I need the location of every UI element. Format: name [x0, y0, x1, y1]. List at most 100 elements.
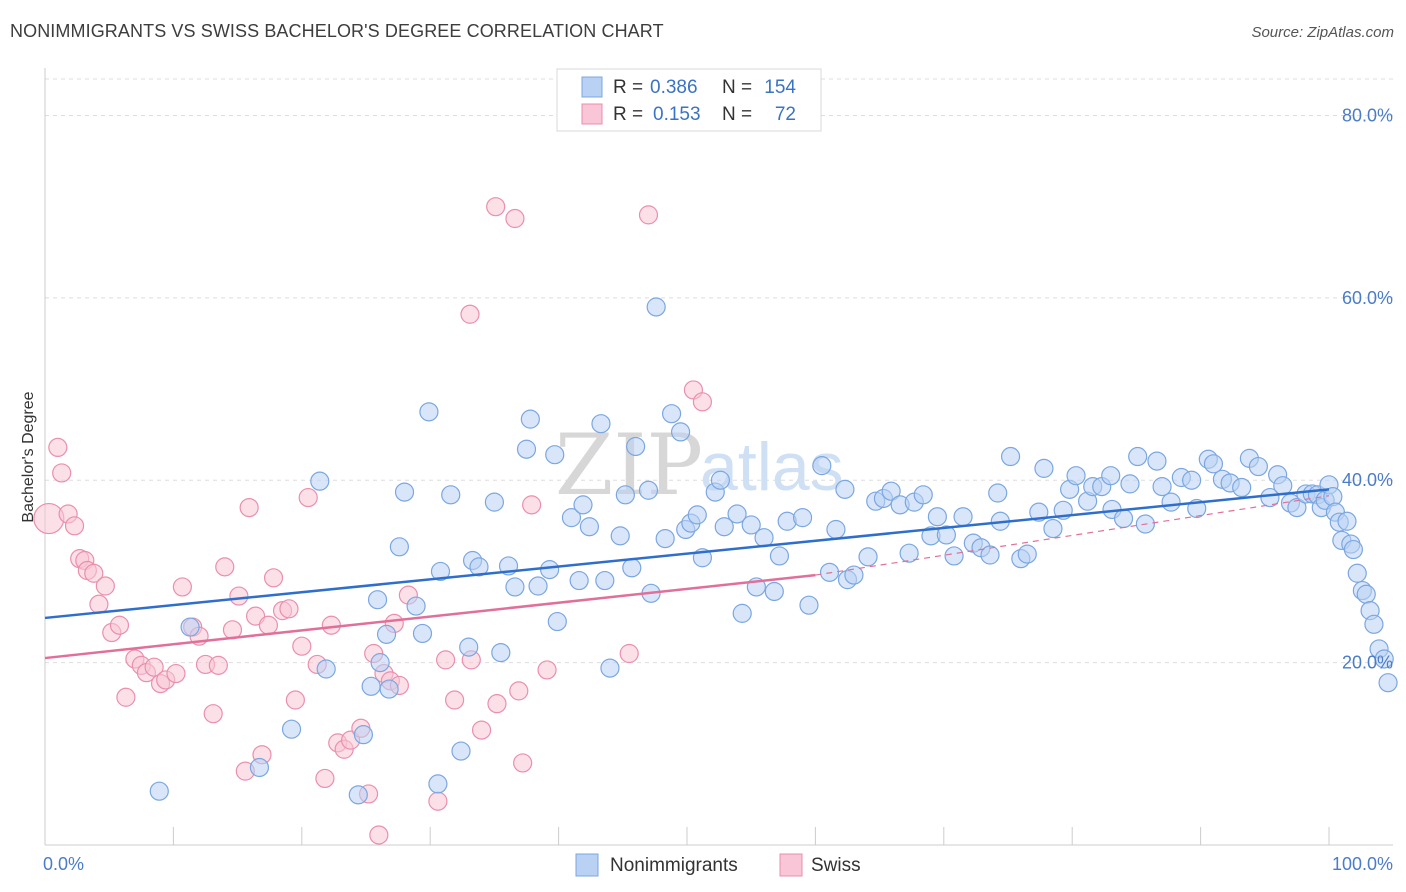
stats-swatch-blue — [581, 76, 603, 98]
data-point — [249, 757, 270, 778]
data-point — [732, 603, 752, 623]
data-point — [1374, 649, 1394, 669]
data-point — [714, 517, 734, 537]
data-point — [469, 557, 489, 577]
data-point — [516, 439, 537, 459]
source-label: Source: ZipAtlas.com — [1251, 24, 1394, 41]
data-point — [799, 595, 819, 615]
trend-line-swiss-extension — [815, 495, 1330, 576]
data-point — [33, 502, 65, 535]
stats-n-label-pink: N = — [722, 104, 752, 125]
stats-box: R = 0.386 N = 154 R = 0.153 N = 72 — [556, 68, 822, 132]
data-point — [1203, 454, 1224, 474]
data-point — [419, 402, 439, 422]
data-point — [913, 485, 933, 505]
data-point — [670, 422, 691, 442]
data-point — [484, 492, 504, 512]
data-point — [406, 596, 426, 616]
data-point — [1343, 539, 1363, 560]
data-point — [428, 774, 448, 794]
x-axis-ticks — [44, 827, 1330, 845]
data-point — [1043, 518, 1063, 539]
data-point — [109, 615, 130, 635]
stats-r-value-blue: 0.386 — [650, 77, 698, 98]
data-point — [84, 563, 104, 583]
data-point — [229, 586, 249, 606]
data-point — [1147, 451, 1167, 471]
legend-label-swiss: Swiss — [811, 855, 861, 876]
data-point — [1152, 477, 1172, 497]
data-point — [547, 611, 567, 632]
data-point — [545, 445, 565, 465]
data-point — [626, 436, 646, 457]
data-point — [239, 497, 259, 518]
y-tick-label: 40.0% — [1342, 470, 1393, 490]
data-point — [1337, 511, 1357, 531]
trend-line-swiss — [44, 573, 816, 660]
data-point — [944, 546, 964, 566]
data-point — [1066, 466, 1086, 486]
stats-swatch-pink — [581, 103, 603, 125]
data-point — [509, 681, 529, 701]
data-point — [505, 208, 525, 229]
data-point — [367, 590, 388, 610]
data-point — [444, 690, 465, 710]
data-point — [389, 537, 409, 557]
data-point — [980, 545, 1000, 565]
data-point — [487, 694, 507, 714]
data-point — [370, 653, 390, 673]
data-point — [528, 576, 548, 596]
data-point — [486, 197, 506, 217]
data-point — [430, 561, 451, 582]
y-tick-label: 60.0% — [1342, 288, 1393, 308]
data-point — [379, 679, 399, 699]
data-point — [600, 658, 620, 678]
chart-title: NONIMMIGRANTS VS SWISS BACHELOR'S DEGREE… — [10, 21, 664, 41]
data-point — [203, 704, 223, 724]
data-point — [655, 528, 675, 549]
data-point — [1260, 487, 1280, 508]
data-point — [316, 659, 336, 679]
data-point — [727, 504, 747, 524]
data-point — [812, 456, 832, 476]
data-point — [172, 577, 192, 597]
data-point — [936, 525, 956, 545]
data-point — [835, 479, 855, 499]
data-point — [1113, 508, 1134, 529]
trend-lines — [44, 488, 1330, 660]
data-point — [505, 577, 525, 597]
data-point — [321, 615, 341, 635]
data-point — [279, 599, 299, 619]
x-tick-label-max: 100.0% — [1332, 854, 1393, 874]
trend-line-nonimmigrants — [44, 488, 1330, 620]
legend-label-nonimmigrants: Nonimmigrants — [610, 855, 738, 876]
data-point — [1273, 476, 1293, 496]
data-point — [1128, 446, 1148, 467]
stats-r-label-pink: R = — [613, 104, 643, 125]
data-point — [687, 505, 707, 525]
data-point — [522, 495, 542, 515]
data-point — [459, 637, 479, 657]
data-point — [619, 643, 639, 664]
stats-r-label-blue: R = — [613, 77, 643, 98]
data-point — [361, 676, 381, 696]
data-point — [89, 594, 109, 614]
data-point — [573, 495, 593, 515]
data-point — [1000, 446, 1021, 467]
data-point — [1287, 497, 1307, 518]
data-point — [513, 753, 533, 773]
data-point — [298, 487, 318, 508]
stats-n-value-blue: 154 — [764, 77, 796, 98]
stats-r-value-pink: 0.153 — [653, 104, 701, 125]
y-tick-label: 20.0% — [1342, 653, 1393, 673]
data-point — [622, 558, 642, 578]
y-axis-tick-labels: 20.0% 40.0% 60.0% 80.0% — [1342, 105, 1393, 672]
data-point — [281, 719, 302, 739]
data-point — [520, 409, 540, 429]
data-point — [741, 515, 761, 535]
data-point — [258, 615, 279, 635]
swiss-points — [33, 197, 713, 845]
data-point — [436, 650, 456, 670]
data-point — [1356, 584, 1376, 604]
data-point — [591, 414, 611, 434]
